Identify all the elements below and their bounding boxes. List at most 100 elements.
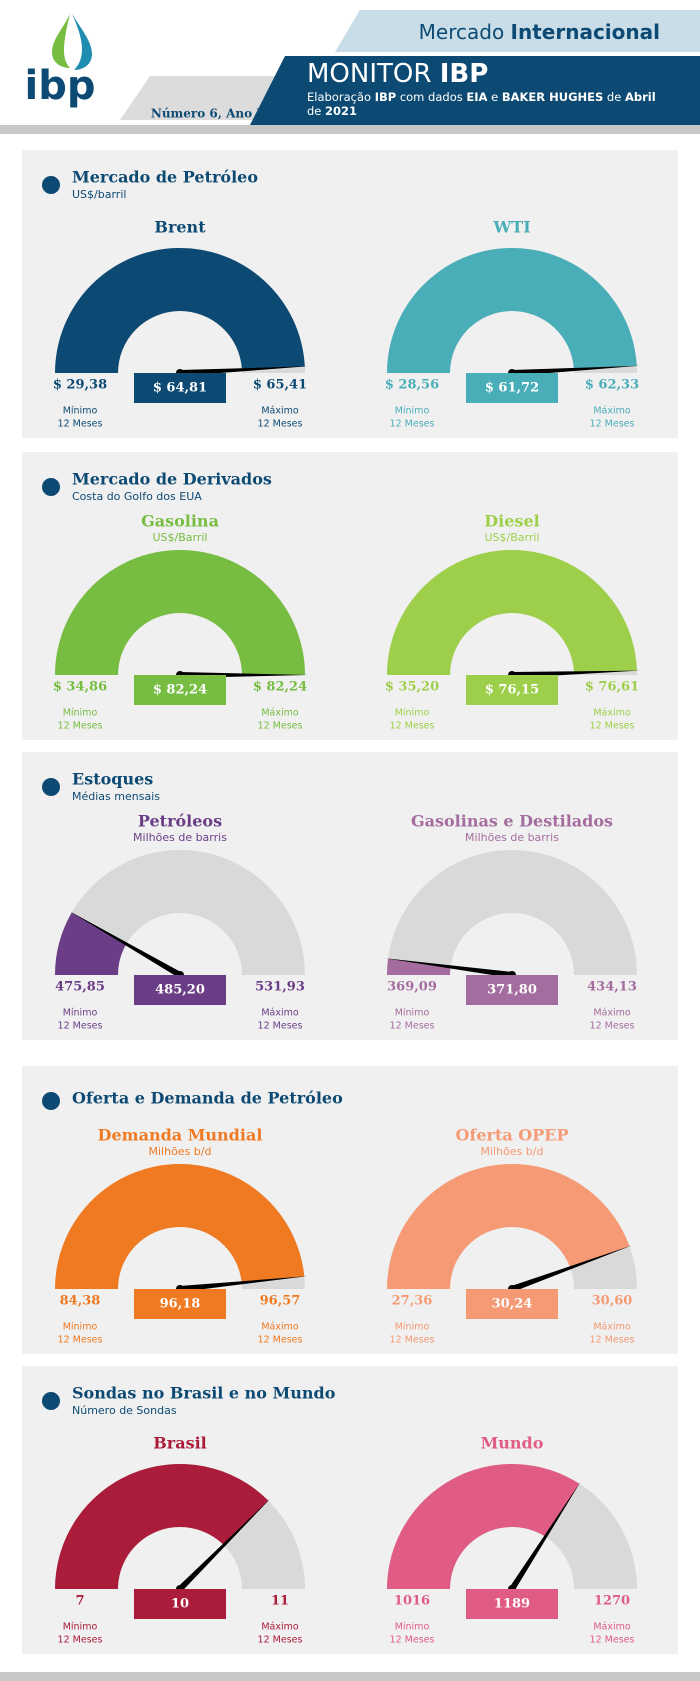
gauge-subtitle: Milhões b/d: [481, 1145, 544, 1158]
caption: Máximo: [261, 1322, 299, 1333]
value-box: [466, 975, 558, 1005]
max-label: 531,93: [255, 980, 305, 995]
caption: Máximo: [261, 406, 299, 417]
caption: Mínimo: [63, 1322, 98, 1333]
value-box: [134, 1589, 226, 1619]
caption: 12 Meses: [58, 1635, 103, 1646]
text: MONITOR: [307, 59, 431, 89]
gauge-needle: [509, 1481, 581, 1591]
gauge-fill: [55, 550, 305, 675]
caption: Máximo: [261, 1008, 299, 1019]
section-icon: [42, 778, 60, 796]
max-label: 30,60: [592, 1294, 633, 1309]
caption: Mínimo: [395, 406, 430, 417]
value-box: [134, 675, 226, 705]
min-label: 27,36: [392, 1294, 433, 1309]
caption: 12 Meses: [58, 721, 103, 732]
value-label: $ 64,81: [153, 381, 207, 396]
section-title: Oferta e Demanda de Petróleo: [72, 1089, 343, 1108]
caption: Mínimo: [395, 1622, 430, 1633]
value-box: [134, 373, 226, 403]
gauge-subtitle: US$/Barril: [153, 531, 208, 544]
value-box: [466, 1289, 558, 1319]
caption: 12 Meses: [390, 1335, 435, 1346]
caption: 12 Meses: [58, 1335, 103, 1346]
max-label: 11: [271, 1594, 289, 1609]
caption: 12 Meses: [58, 1021, 103, 1032]
gauge-title: Brent: [154, 218, 206, 237]
caption: 12 Meses: [590, 721, 635, 732]
gauge-title: Gasolina: [141, 512, 219, 531]
text: de: [603, 90, 625, 104]
caption: 12 Meses: [258, 419, 303, 430]
caption: Mínimo: [63, 708, 98, 719]
section-band: [335, 10, 700, 52]
min-label: $ 35,20: [385, 680, 439, 695]
section-icon: [42, 1092, 60, 1110]
section-title: Sondas no Brasil e no Mundo: [72, 1384, 336, 1403]
gauge-fill: [387, 1464, 580, 1589]
caption: 12 Meses: [590, 1021, 635, 1032]
value-label: 30,24: [492, 1297, 533, 1312]
gauge-fill: [387, 248, 637, 373]
gauge-needle: [510, 1245, 633, 1292]
header-credit: Elaboração IBP com dados EIA e BAKER HUG…: [307, 90, 656, 104]
gauge-fill: [387, 958, 451, 975]
section-title: Mercado de Derivados: [72, 470, 272, 489]
gauge-fill: [387, 550, 637, 675]
text: com dados: [396, 90, 466, 104]
caption: 12 Meses: [258, 1335, 303, 1346]
caption: Máximo: [593, 1622, 631, 1633]
gauge-title: Oferta OPEP: [456, 1126, 569, 1145]
caption: 12 Meses: [390, 1021, 435, 1032]
gauge-fill: [387, 1164, 630, 1289]
header-section: Mercado Internacional: [419, 20, 660, 44]
gauge-fill: [55, 1464, 269, 1589]
text: e: [487, 90, 501, 104]
text: BAKER HUGHES: [502, 90, 603, 104]
gauge-title: Gasolinas e Destilados: [411, 812, 613, 831]
text: Internacional: [511, 20, 660, 44]
gauge-subtitle: Milhões b/d: [149, 1145, 212, 1158]
gauge-fill: [55, 247, 305, 373]
section-subtitle: Número de Sondas: [72, 1404, 177, 1417]
caption: Mínimo: [395, 1008, 430, 1019]
logo-drop: [52, 14, 70, 68]
value-box: [466, 373, 558, 403]
caption: Mínimo: [63, 1008, 98, 1019]
max-label: $ 62,33: [585, 378, 639, 393]
value-box: [134, 1289, 226, 1319]
caption: Mínimo: [63, 406, 98, 417]
header-rule: [0, 125, 700, 134]
max-label: 434,13: [587, 980, 637, 995]
value-box: [134, 975, 226, 1005]
caption: Mínimo: [395, 708, 430, 719]
gauge-subtitle: Milhões de barris: [133, 831, 227, 844]
max-label: 96,57: [260, 1294, 301, 1309]
min-label: 369,09: [387, 980, 437, 995]
text: Elaboração: [307, 90, 375, 104]
text: EIA: [466, 90, 487, 104]
caption: 12 Meses: [390, 419, 435, 430]
gauge-needle: [69, 910, 182, 978]
section-subtitle: US$/barril: [72, 188, 126, 201]
max-label: $ 76,61: [585, 680, 639, 695]
caption: Máximo: [261, 1622, 299, 1633]
section-title: Estoques: [72, 770, 153, 789]
text: IBP: [375, 90, 396, 104]
gauge-needle: [177, 1498, 271, 1592]
gauge-fill: [55, 912, 127, 975]
gauge-title: Demanda Mundial: [98, 1126, 263, 1145]
max-label: $ 82,24: [253, 680, 307, 695]
gauge-title: WTI: [492, 218, 530, 237]
header-title: MONITOR IBP: [307, 59, 488, 89]
text: de: [307, 104, 325, 118]
caption: Máximo: [593, 406, 631, 417]
gauge-subtitle: Milhões de barris: [465, 831, 559, 844]
gauge-fill: [55, 1164, 305, 1289]
caption: 12 Meses: [590, 419, 635, 430]
gauge-track: [387, 850, 637, 975]
min-label: 475,85: [55, 980, 105, 995]
caption: 12 Meses: [58, 419, 103, 430]
